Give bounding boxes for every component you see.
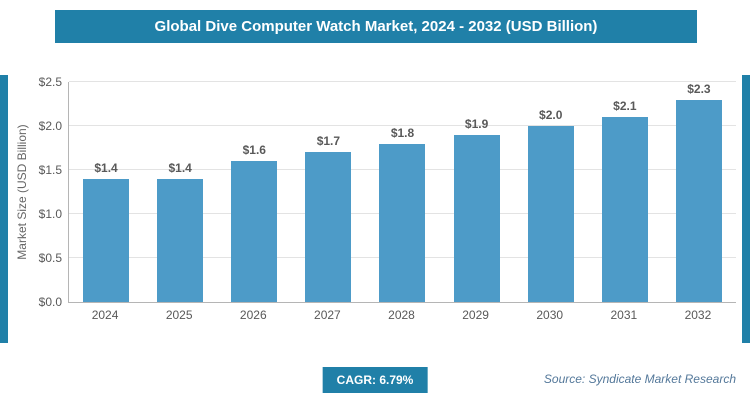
bar-value-label: $1.4 — [94, 160, 118, 175]
bar — [453, 134, 500, 302]
x-tick-label: 2031 — [610, 308, 638, 322]
bar-group: $1.6 — [217, 82, 291, 302]
bar — [305, 152, 352, 302]
bar-group: $1.8 — [365, 82, 439, 302]
bar-group: $2.0 — [514, 82, 588, 302]
bar — [83, 178, 130, 302]
bar — [601, 117, 648, 302]
bar-group: $2.3 — [662, 82, 736, 302]
bar-group: $1.9 — [440, 82, 514, 302]
chart-title-bar: Global Dive Computer Watch Market, 2024 … — [55, 10, 697, 43]
y-tick-label: $2.5 — [38, 75, 62, 89]
bar — [527, 126, 574, 302]
bar-value-label: $1.8 — [390, 125, 415, 140]
bar — [675, 100, 722, 302]
y-tick-label: $1.5 — [38, 163, 62, 177]
x-tick-label: 2032 — [684, 308, 712, 322]
bar-value-label: $1.7 — [316, 134, 341, 149]
gridline — [69, 125, 736, 126]
x-tick-label: 2028 — [388, 308, 415, 322]
y-ticks: $0.0 $0.5 $1.0 $1.5 $2.0 $2.5 — [0, 75, 62, 309]
x-tick-label: 2030 — [536, 308, 564, 322]
y-tick-label: $0.0 — [38, 295, 62, 309]
bar-group: $1.4 — [69, 82, 143, 302]
bar — [157, 178, 204, 302]
bar-value-label: $1.4 — [168, 160, 192, 175]
source-text: Source: Syndicate Market Research — [543, 372, 736, 386]
bar-value-label: $1.6 — [242, 143, 266, 158]
y-tick-label: $0.5 — [38, 251, 62, 265]
x-tick-label: 2027 — [314, 308, 341, 322]
bar-group: $1.7 — [291, 82, 365, 302]
bar-value-label: $2.0 — [539, 108, 563, 122]
cagr-label: CAGR: 6.79% — [336, 373, 414, 387]
y-tick-label: $1.0 — [38, 207, 62, 221]
bar-value-label: $2.1 — [613, 99, 637, 114]
left-accent-strip — [0, 75, 8, 343]
chart-title: Global Dive Computer Watch Market, 2024 … — [154, 18, 598, 35]
x-tick-label: 2024 — [91, 308, 119, 322]
right-accent-strip — [742, 75, 750, 343]
gridline — [69, 81, 736, 82]
bars-row: $1.4 $1.4 $1.6 $1.7 $1.8 $1.9 $2.0 $2.1 $2.3 — [69, 82, 736, 302]
x-tick-label: 2026 — [239, 308, 267, 322]
cagr-badge: CAGR: 6.79% — [322, 367, 428, 393]
x-tick-label: 2025 — [165, 308, 193, 322]
x-ticks: 2024 2025 2026 2027 2028 2029 2030 2031 2032 — [68, 308, 735, 322]
bar — [379, 143, 426, 302]
bar-group: $2.1 — [588, 82, 662, 302]
y-tick-label: $2.0 — [38, 119, 62, 133]
bar — [231, 161, 278, 302]
plot-area: $1.4 $1.4 $1.6 $1.7 $1.8 $1.9 $2.0 $2.1 $2.3 — [68, 81, 736, 303]
bar-group: $1.4 — [143, 82, 217, 302]
x-tick-label: 2029 — [462, 308, 489, 322]
bar-value-label: $1.9 — [464, 116, 489, 131]
bar-value-label: $2.3 — [687, 82, 711, 96]
